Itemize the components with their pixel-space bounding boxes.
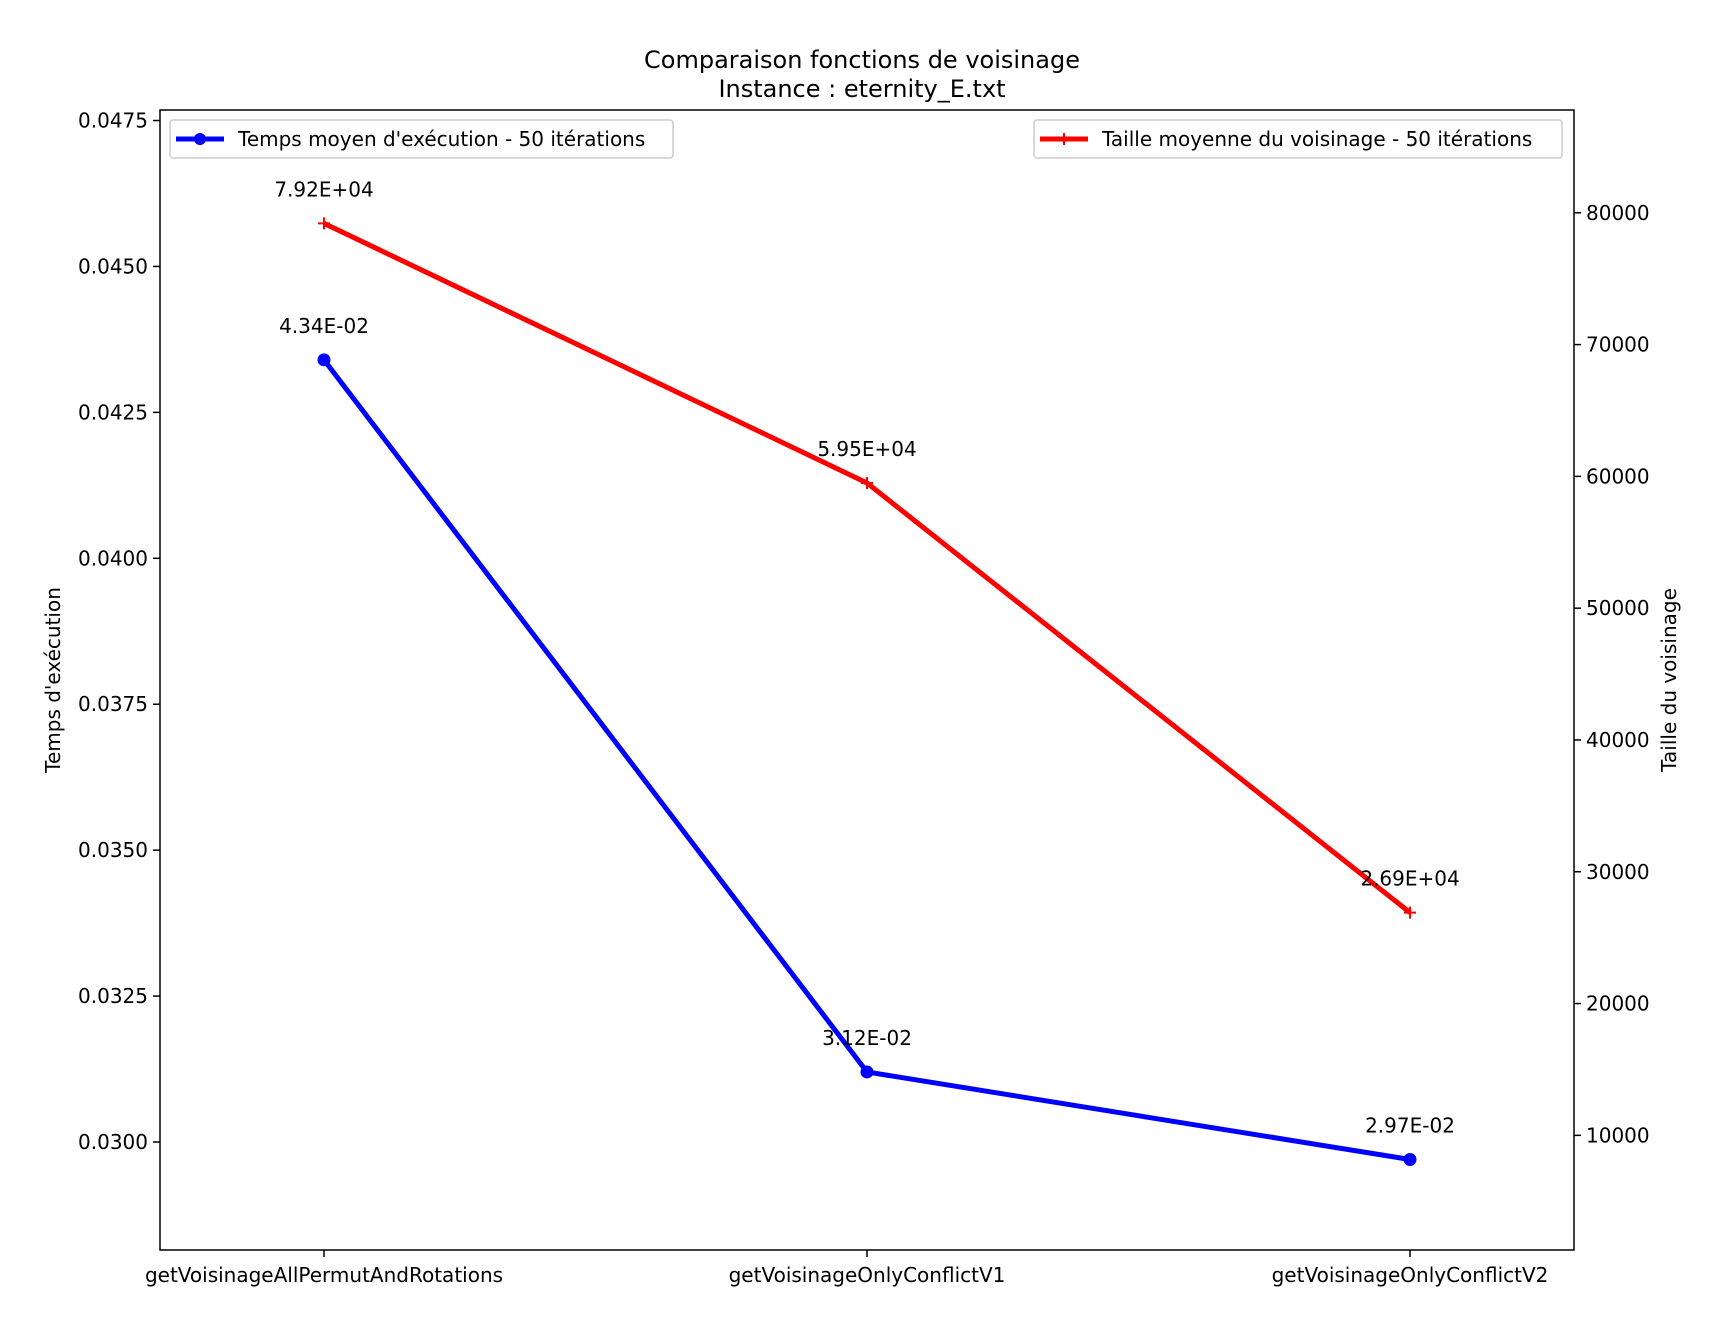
y-left-tick-label: 0.0375 — [78, 692, 148, 716]
y-right-tick-label: 40000 — [1586, 728, 1650, 752]
legend-right-marker — [1058, 133, 1070, 145]
legend-left-box — [169, 119, 674, 159]
y-right-tick-label: 50000 — [1586, 596, 1650, 620]
y-left-tick-label: 0.0325 — [78, 984, 148, 1008]
y-right-tick-label: 30000 — [1586, 860, 1650, 884]
series-0-point — [317, 353, 331, 367]
y-right-tick-label: 20000 — [1586, 992, 1650, 1016]
axes-layer: 0.0300 0.0325 0.0350 0.0375 0.0400 0.0425 0.04… — [78, 109, 1650, 1287]
legend-left-text: Temps moyen d'exécution - 50 itérations — [237, 127, 645, 151]
data-labels-layer: 4.34E-02 3.12E-02 2.97E-02 7.92E+04 5.95E+04… — [274, 177, 1459, 1137]
y-left-tick-label: 0.0300 — [78, 1130, 148, 1154]
x-tick-label: getVoisinageOnlyConflictV2 — [1272, 1263, 1549, 1287]
y-left-tick-label: 0.0425 — [78, 400, 148, 424]
y-left-tick-label: 0.0450 — [78, 254, 148, 278]
y-left-tick-label: 0.0350 — [78, 838, 148, 862]
series-0-point — [1403, 1153, 1417, 1167]
y-right-axis-label: Taille du voisinage — [1657, 588, 1681, 773]
y-right-tick-label: 80000 — [1586, 201, 1650, 225]
legend-right: Taille moyenne du voisinage - 50 itérati… — [1033, 119, 1563, 159]
chart-title: Comparaison fonctions de voisinage — [644, 46, 1080, 74]
legend-left: Temps moyen d'exécution - 50 itérations — [169, 119, 674, 159]
series-0-point — [860, 1065, 874, 1079]
series-1-data-label: 5.95E+04 — [817, 437, 916, 461]
series-0-data-label: 2.97E-02 — [1365, 1114, 1455, 1138]
x-tick-label: getVoisinageAllPermutAndRotations — [145, 1263, 503, 1287]
series-1-data-label: 7.92E+04 — [274, 177, 373, 201]
series-layer — [317, 217, 1417, 1167]
series-1-point — [1404, 906, 1416, 919]
y-right-tick-label: 60000 — [1586, 464, 1650, 488]
y-right-tick-label: 70000 — [1586, 333, 1650, 357]
series-1-data-label: 2.69E+04 — [1360, 867, 1459, 891]
chart-subtitle: Instance : eternity_E.txt — [718, 75, 1005, 103]
y-left-axis-label: Temps d'exécution — [41, 587, 65, 774]
x-tick-label: getVoisinageOnlyConflictV1 — [729, 1263, 1006, 1287]
series-0-data-label: 3.12E-02 — [822, 1026, 912, 1050]
series-1-point — [861, 476, 873, 489]
series-0-data-label: 4.34E-02 — [279, 314, 369, 338]
series-1-point — [318, 217, 330, 230]
legend-right-text: Taille moyenne du voisinage - 50 itérati… — [1101, 127, 1532, 151]
y-right-tick-label: 10000 — [1586, 1123, 1650, 1147]
legend-left-marker — [194, 133, 206, 145]
y-left-tick-label: 0.0475 — [78, 109, 148, 133]
legend-right-box — [1033, 119, 1563, 159]
y-left-tick-label: 0.0400 — [78, 546, 148, 570]
